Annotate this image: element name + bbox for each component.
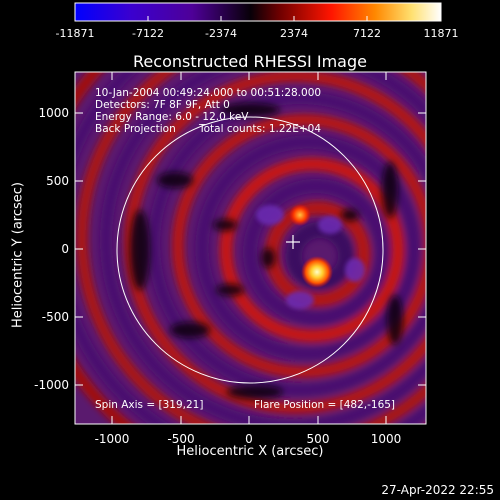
x-tick-label: 0 bbox=[245, 432, 253, 446]
y-tick-label: -500 bbox=[41, 310, 69, 324]
plot-frame bbox=[74, 71, 427, 425]
x-axis-label: Heliocentric X (arcsec) bbox=[176, 444, 324, 459]
spin-axis-marker bbox=[286, 235, 300, 249]
y-axis-label: Heliocentric Y (arcsec) bbox=[10, 182, 26, 328]
colorbar-tick-label: -7122 bbox=[132, 27, 164, 40]
x-tick-label: 1000 bbox=[370, 432, 402, 446]
plot-title: Reconstructed RHESSI Image bbox=[133, 52, 367, 71]
solar-limb bbox=[116, 116, 384, 384]
plot-date: 27-Apr-2022 22:55 bbox=[381, 483, 494, 497]
y-tick-label: -1000 bbox=[34, 378, 69, 392]
y-tick-label: 0 bbox=[61, 242, 69, 256]
y-tick-label: 500 bbox=[46, 174, 69, 188]
time-range-text: 10-Jan-2004 00:49:24.000 to 00:51:28.000 bbox=[95, 87, 322, 99]
x-tick-label: 500 bbox=[306, 432, 330, 446]
spin-axis-text: Spin Axis = [319,21] bbox=[95, 399, 204, 411]
colorbar bbox=[74, 2, 442, 22]
y-tick-label: 1000 bbox=[38, 106, 69, 120]
x-axis-ticks bbox=[111, 72, 387, 424]
colorbar-tick-label: 2374 bbox=[280, 27, 308, 40]
colorbar-tick-label: -11871 bbox=[55, 27, 95, 40]
flare-position-text: Flare Position = [482,-165] bbox=[254, 399, 396, 411]
colorbar-ticks bbox=[74, 16, 442, 21]
energy-range-text: Energy Range: 6.0 - 12.0 keV bbox=[95, 111, 249, 123]
colorbar-tick-label: 11871 bbox=[423, 27, 459, 40]
x-tick-label: -1000 bbox=[94, 432, 130, 446]
rhessi-image bbox=[75, 72, 426, 424]
method-text: Back Projection bbox=[95, 123, 176, 135]
total-counts-text: Total counts: 1.22E+04 bbox=[199, 123, 322, 135]
colorbar-tick-label: -2374 bbox=[205, 27, 237, 40]
x-tick-label: -500 bbox=[167, 432, 195, 446]
colorbar-tick-label: 7122 bbox=[353, 27, 381, 40]
detectors-text: Detectors: 7F 8F 9F, Att 0 bbox=[95, 99, 230, 111]
y-axis-ticks bbox=[75, 112, 426, 386]
